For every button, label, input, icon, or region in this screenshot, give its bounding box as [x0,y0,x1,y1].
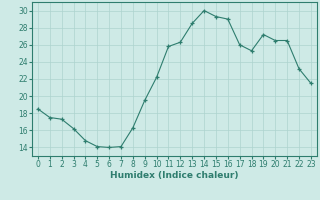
X-axis label: Humidex (Indice chaleur): Humidex (Indice chaleur) [110,171,239,180]
